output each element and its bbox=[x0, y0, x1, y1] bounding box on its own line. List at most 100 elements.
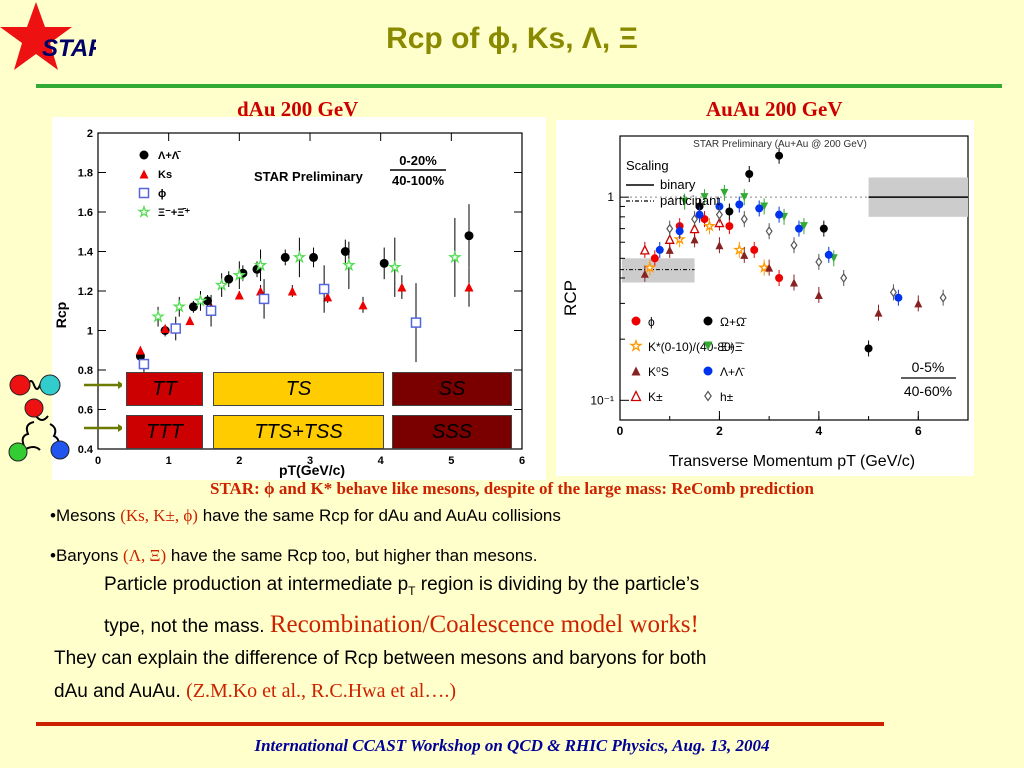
auau-point bbox=[740, 214, 748, 225]
auau-point bbox=[725, 207, 734, 216]
dau-point bbox=[358, 300, 368, 310]
dau-legend-marker bbox=[139, 169, 149, 179]
participant-band bbox=[622, 258, 695, 283]
auau-scaling-participant: participant bbox=[660, 193, 720, 208]
auau-point bbox=[689, 223, 700, 234]
auau-point bbox=[740, 193, 749, 202]
auau-point bbox=[914, 299, 923, 308]
box-tts-tss: TTS+TSS bbox=[213, 415, 384, 449]
dau-xtick-label: 2 bbox=[236, 455, 242, 467]
auau-xtick-label: 6 bbox=[915, 424, 922, 438]
dau-legend-marker bbox=[139, 150, 149, 160]
auau-point bbox=[733, 243, 746, 256]
dau-point bbox=[138, 358, 150, 370]
dau-point bbox=[253, 258, 268, 272]
auau-point bbox=[695, 210, 704, 219]
dau-point bbox=[170, 323, 181, 334]
dau-ytick-label: 1.2 bbox=[78, 286, 93, 298]
box-sss: SSS bbox=[392, 415, 512, 449]
auau-point bbox=[757, 260, 771, 273]
footer: International CCAST Workshop on QCD & RH… bbox=[254, 736, 770, 755]
auau-point bbox=[680, 197, 689, 206]
auau-point bbox=[675, 227, 684, 236]
auau-point bbox=[765, 263, 774, 272]
auau-point bbox=[715, 202, 724, 211]
dau-point bbox=[340, 247, 350, 256]
auau-legend-label: K⁰S bbox=[648, 365, 669, 379]
auau-point bbox=[745, 170, 754, 179]
auau-legend-marker bbox=[631, 366, 641, 376]
dau-point bbox=[410, 317, 422, 328]
dau-point bbox=[193, 293, 208, 307]
auau-point bbox=[840, 272, 848, 284]
footer-rule bbox=[36, 722, 884, 726]
auau-title: STAR Preliminary (Au+Au @ 200 GeV) bbox=[693, 139, 867, 150]
box-ttt: TTT bbox=[126, 415, 203, 449]
auau-xlabel: Transverse Momentum pT (GeV/c) bbox=[669, 453, 915, 470]
auau-point bbox=[695, 202, 704, 211]
auau-scaling-binary: binary bbox=[660, 177, 696, 192]
auau-legend-label: ϕ bbox=[648, 315, 655, 329]
auau-legend-label: Λ+Λ̄ bbox=[720, 365, 745, 379]
auau-point bbox=[765, 226, 773, 237]
dau-point bbox=[287, 286, 297, 296]
dau-marks bbox=[135, 204, 474, 374]
auau-point bbox=[655, 245, 664, 254]
auau-point bbox=[819, 224, 828, 233]
auau-rcp-chart: 0 2 4 6 10⁻¹ 1 STAR Preliminary (Au+Au @ 200 … bbox=[556, 120, 974, 476]
dau-legend-marker bbox=[138, 187, 150, 199]
auau-point bbox=[864, 344, 873, 353]
auau-ylabel: RCP bbox=[561, 280, 580, 316]
auau-point bbox=[824, 250, 833, 259]
auau-legend-label: K± bbox=[648, 390, 663, 404]
quark-blue-icon bbox=[50, 440, 70, 460]
auau-point bbox=[650, 254, 659, 263]
caption: STAR: ϕ and K* behave like mesons, despi… bbox=[209, 479, 815, 498]
auau-point bbox=[799, 222, 808, 231]
dau-legend-marker bbox=[137, 204, 151, 218]
auau-legend-marker bbox=[703, 366, 713, 376]
dau-point bbox=[232, 267, 247, 282]
paragraph-line-3: They can explain the difference of Rcp b… bbox=[54, 648, 707, 669]
dau-legend-label: Ks bbox=[158, 169, 172, 181]
auau-legend-label: Ω+Ω̄ bbox=[720, 315, 747, 329]
paragraph-line-2: type, not the mass. Recombination/Coales… bbox=[104, 611, 699, 638]
dau-ytick-label: 1 bbox=[87, 326, 93, 338]
dau-point bbox=[292, 250, 307, 264]
auau-point bbox=[750, 245, 759, 254]
dau-centrality-top: 0-20% bbox=[399, 153, 437, 168]
auau-point bbox=[894, 293, 903, 302]
auau-point bbox=[775, 274, 784, 282]
auau-point bbox=[715, 241, 724, 250]
auau-point bbox=[725, 222, 734, 231]
auau-legend-label: h± bbox=[720, 390, 734, 404]
auau-point bbox=[720, 188, 729, 197]
dau-xtick-label: 6 bbox=[519, 455, 525, 467]
dau-legend: Λ+Λ̄ Ks ϕ Ξ⁻+Ξ̄⁺ bbox=[137, 150, 190, 219]
box-tt: TT bbox=[126, 372, 203, 406]
dau-ytick-label: 0.8 bbox=[78, 365, 93, 377]
quark-green-icon bbox=[8, 442, 28, 462]
auau-point bbox=[639, 244, 650, 255]
quark-icon bbox=[9, 374, 31, 396]
auau-point bbox=[814, 290, 823, 299]
dau-point bbox=[205, 305, 217, 316]
dau-point bbox=[151, 309, 165, 323]
auau-point bbox=[703, 219, 716, 232]
dau-title: STAR Preliminary bbox=[254, 169, 364, 184]
auau-legend-marker bbox=[630, 390, 642, 402]
dau-point bbox=[318, 283, 330, 295]
paragraph-line-4: dAu and AuAu. (Z.M.Ko et al., R.C.Hwa et… bbox=[54, 680, 457, 702]
auau-point bbox=[889, 287, 897, 298]
dau-point bbox=[203, 296, 213, 306]
dau-point bbox=[185, 316, 195, 326]
dau-point bbox=[188, 302, 198, 312]
dau-point bbox=[379, 258, 389, 268]
dau-point bbox=[214, 277, 229, 291]
auau-point bbox=[775, 151, 784, 160]
antiquark-icon bbox=[39, 374, 61, 396]
auau-centrality-bottom: 40-60% bbox=[904, 383, 952, 399]
dau-point bbox=[135, 345, 145, 355]
dau-xtick-label: 0 bbox=[95, 455, 101, 467]
auau-marks bbox=[639, 147, 947, 357]
